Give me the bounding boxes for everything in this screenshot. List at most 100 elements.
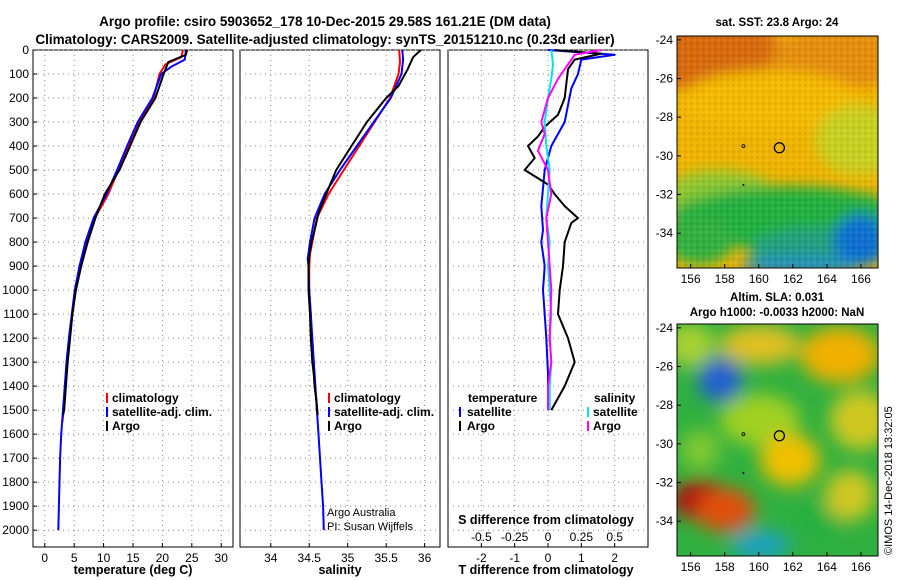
map-y-tick-label: -28 [656, 110, 674, 124]
temperature-panel-frame [32, 49, 234, 548]
legend-label-climatology: climatology [112, 391, 179, 405]
series-line-s-argo [537, 49, 602, 411]
map-y-tick-label: -24 [656, 321, 674, 335]
x-tick-label: 15 [126, 551, 140, 565]
x-tick-label: 30 [215, 551, 229, 565]
legend-title-salinity: salinity [594, 391, 636, 405]
map-x-tick-label: 164 [817, 272, 837, 286]
legend-swatch-t-argo [459, 421, 461, 431]
legend-swatch-satellite [328, 407, 330, 417]
depth-tick-label: 800 [9, 235, 29, 249]
map-y-tick-label: -32 [656, 476, 674, 490]
depth-tick-label: 1000 [2, 283, 29, 297]
sst-map-title: sat. SST: 23.8 Argo: 24 [716, 17, 840, 29]
island-marker [742, 471, 745, 474]
legend-label-t-argo: Argo [467, 419, 495, 433]
argo-position-marker [773, 430, 786, 442]
x-tick-label: 0 [41, 551, 48, 565]
legend-label-argo: Argo [334, 419, 362, 433]
map-x-tick-label: 166 [851, 560, 871, 574]
legend-label-satellite: satellite-adj. clim. [334, 405, 434, 419]
x-tick-label: -1 [509, 551, 520, 565]
depth-tick-label: 200 [9, 91, 29, 105]
depth-axis: 0 100 200 300 400 500 600 700 800 900 1000 1100 1200… [2, 43, 37, 537]
x-tick-label: 5 [71, 551, 78, 565]
map-x-tick-label: 158 [715, 560, 735, 574]
island-marker [741, 144, 746, 149]
profile-x-axes: 0 5 10 15 20 25 30 34 34.5 35 35.5 36 -2 -1 0 1 2 -0.5 -0.… [41, 530, 623, 565]
depth-tick-label: 1600 [2, 427, 29, 441]
legend-swatch-t-satellite [459, 407, 461, 417]
series-line-argo [307, 49, 422, 415]
map-x-tick-label: 158 [715, 272, 735, 286]
island-marker [741, 432, 746, 437]
x-tick-label: 10 [97, 551, 111, 565]
imos-watermark: ©IMOS 14-Dec-2018 13:32:05 [883, 406, 895, 555]
map-y-tick-label: -28 [656, 398, 674, 412]
series-line-satellite-adj-clim- [57, 49, 187, 531]
s-difference-axis-label: S difference from climatology [458, 513, 634, 527]
map-y-tick-label: -30 [656, 149, 674, 163]
x-tick-label: 25 [185, 551, 199, 565]
map-x-tick-label: 156 [681, 272, 701, 286]
depth-tick-label: 900 [9, 259, 29, 273]
temperature-axis-label: temperature (deg C) [74, 563, 193, 577]
x-tick-label: 1 [578, 551, 585, 565]
series-line-argo [62, 49, 189, 416]
figure-title-line1: Argo profile: csiro 5903652_178 10-Dec-2… [99, 14, 551, 29]
difference-legend: temperature salinity satellite Argo sate… [459, 391, 638, 433]
x2-tick-label: 0.25 [570, 530, 594, 544]
depth-tick-label: 1500 [2, 403, 29, 417]
legend-swatch-climatology [106, 393, 108, 403]
map-x-tick-label: 164 [817, 560, 837, 574]
map-x-tick-label: 160 [749, 560, 769, 574]
series-line-t-satellite [540, 49, 616, 399]
map-y-tick-label: -32 [656, 188, 674, 202]
credit-argo-australia: Argo Australia [327, 507, 396, 519]
legend-swatch-satellite [106, 407, 108, 417]
map-y-tick-label: -26 [656, 72, 674, 86]
legend-swatch-s-argo [587, 421, 589, 431]
depth-tick-label: 1400 [2, 379, 29, 393]
legend-label-climatology: climatology [334, 391, 401, 405]
figure-title-line2: Climatology: CARS2009. Satellite-adjuste… [35, 32, 614, 47]
map-y-tick-label: -34 [656, 514, 674, 528]
legend-swatch-argo [328, 421, 330, 431]
depth-tick-label: 400 [9, 139, 29, 153]
legend-label-satellite: satellite-adj. clim. [112, 405, 212, 419]
map-x-tick-label: 162 [783, 272, 803, 286]
depth-tick-label: 600 [9, 187, 29, 201]
x-tick-label: 2 [611, 551, 618, 565]
x-tick-label: 35 [341, 551, 355, 565]
depth-tick-label: 100 [9, 67, 29, 81]
depth-tick-label: 300 [9, 115, 29, 129]
legend-label-argo: Argo [112, 419, 140, 433]
x2-tick-label: -0.25 [501, 530, 529, 544]
x2-tick-label: 0.5 [606, 530, 623, 544]
sla-map-frame [676, 323, 879, 557]
salinity-axis-label: salinity [318, 563, 361, 577]
t-difference-axis-label: T difference from climatology [458, 563, 633, 577]
map-y-tick-label: -24 [656, 33, 674, 47]
depth-tick-label: 1200 [2, 331, 29, 345]
depth-tick-label: 700 [9, 211, 29, 225]
legend-swatch-argo [106, 421, 108, 431]
x-tick-label: 20 [156, 551, 170, 565]
credit-pi: PI: Susan Wijffels [327, 521, 413, 533]
island-marker [742, 183, 745, 186]
depth-tick-label: 1700 [2, 451, 29, 465]
legend-label-t-satellite: satellite [467, 405, 512, 419]
series-line-climatology [61, 49, 184, 423]
temperature-legend: climatology satellite-adj. clim. Argo [106, 391, 212, 433]
map-y-tick-label: -30 [656, 437, 674, 451]
sst-map-frame [676, 35, 879, 269]
series-line-t-argo [523, 49, 603, 411]
depth-tick-label: 2000 [2, 523, 29, 537]
profile-grids [33, 49, 648, 547]
legend-swatch-s-satellite [587, 407, 589, 417]
sla-map-title: Altim. SLA: 0.031 [730, 292, 825, 304]
legend-title-temperature: temperature [468, 391, 538, 405]
x2-tick-label: -0.5 [471, 530, 492, 544]
x-tick-label: 36 [418, 551, 432, 565]
